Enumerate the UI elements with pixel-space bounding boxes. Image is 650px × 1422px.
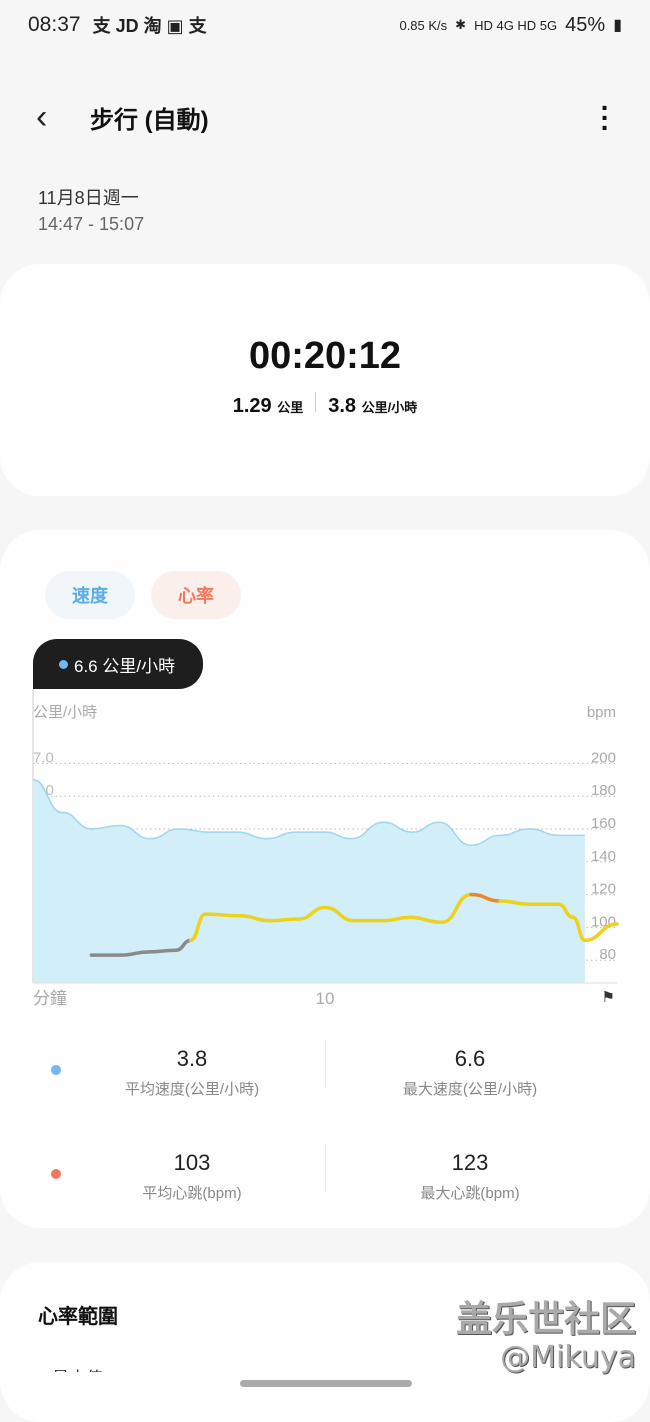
back-button[interactable]: ‹	[36, 98, 48, 136]
stat-avg-hr: 103 平均心跳(bpm)	[142, 1150, 242, 1202]
heart-rate-segment	[188, 912, 208, 943]
signal-icons: HD 4G HD 5G	[474, 17, 558, 33]
right-tick-label: 160	[591, 815, 616, 832]
left-axis-label: 公里/小時	[33, 704, 97, 721]
watermark-user: @Mikuya	[500, 1340, 636, 1375]
heart-rate-segment	[267, 917, 301, 923]
stat-avg-speed: 3.8 平均速度(公里/小時)	[124, 1046, 260, 1098]
stat-max-speed: 6.6 最大速度(公里/小時)	[402, 1046, 538, 1098]
right-tick-label: 180	[591, 782, 616, 799]
heart-rate-segment	[148, 948, 178, 954]
section-partial: 5 最大值	[38, 1364, 103, 1372]
status-bar: 08:37 支 JD 淘 ▣ 支 0.85 K/s ✱ HD 4G HD 5G 45%…	[0, 0, 650, 50]
clock: 08:37	[28, 13, 81, 36]
right-tick-label: 120	[591, 881, 616, 898]
watermark: 盖乐世社区	[455, 1299, 636, 1340]
distance: 1.29	[232, 395, 272, 417]
heart-rate-segment	[469, 892, 502, 903]
duration: 00:20:12	[248, 335, 402, 377]
tooltip-text: 6.6 公里/小時	[74, 656, 176, 676]
left-tick-label: 7.0	[33, 749, 54, 766]
speed-line	[32, 778, 585, 846]
heart-rate-segment	[498, 899, 532, 907]
more-options-icon[interactable]: · · ·	[600, 91, 610, 143]
session-time: 14:47 - 15:07	[38, 214, 145, 234]
heart-rate-segment	[440, 892, 473, 925]
speed-heart-chart[interactable]: 7.02006.01805.01604.01403.01202.01001.08…	[0, 640, 650, 1020]
home-indicator[interactable]	[240, 1380, 412, 1387]
heart-rate-segment	[583, 922, 619, 943]
right-tick-label: 80	[599, 946, 616, 963]
distance-unit: 公里	[277, 400, 304, 415]
right-tick-label: 140	[591, 848, 616, 865]
finish-flag-icon: ⚑	[602, 989, 615, 1006]
speed-area	[33, 779, 585, 983]
heart-rate-segment	[323, 905, 356, 923]
heart-rate-segment	[407, 915, 444, 925]
heart-rate-segment	[296, 905, 327, 921]
chart-tooltip: 6.6 公里/小時	[33, 639, 203, 689]
heart-legend-dot	[51, 1169, 61, 1179]
heart-rate-segment	[238, 914, 272, 923]
page-title: 步行 (自動)	[90, 107, 209, 134]
tab-speed[interactable]: 速度	[45, 571, 135, 619]
battery-icon: ▮	[613, 17, 622, 34]
heart-rate-segment	[203, 912, 243, 918]
right-axis-label: bpm	[587, 704, 616, 721]
heart-rate-segment	[118, 950, 152, 957]
net-speed: 0.85 K/s	[399, 17, 448, 33]
x-tick-label: 10	[316, 989, 335, 1008]
battery-level: 45%	[565, 13, 606, 36]
speed-unit: 公里/小時	[361, 400, 418, 415]
avg-speed: 3.8	[328, 395, 357, 417]
bluetooth-icon: ✱	[455, 17, 467, 32]
tab-heart-rate[interactable]: 心率	[151, 571, 241, 619]
section-title: 心率範圍	[38, 1306, 118, 1328]
speed-dot-icon	[59, 659, 68, 669]
session-date: 11月8日週一	[38, 188, 139, 208]
speed-legend-dot	[51, 1065, 61, 1075]
summary-sub: 1.29 公里 3.8 公里/小時	[0, 392, 650, 418]
heart-rate-segment	[381, 915, 412, 923]
notification-icons: 支 JD 淘 ▣ 支	[92, 16, 207, 36]
summary-card	[0, 264, 650, 496]
right-tick-label: 200	[591, 749, 616, 766]
stat-max-hr: 123 最大心跳(bpm)	[420, 1150, 520, 1202]
x-axis-label: 分鐘	[33, 989, 67, 1008]
